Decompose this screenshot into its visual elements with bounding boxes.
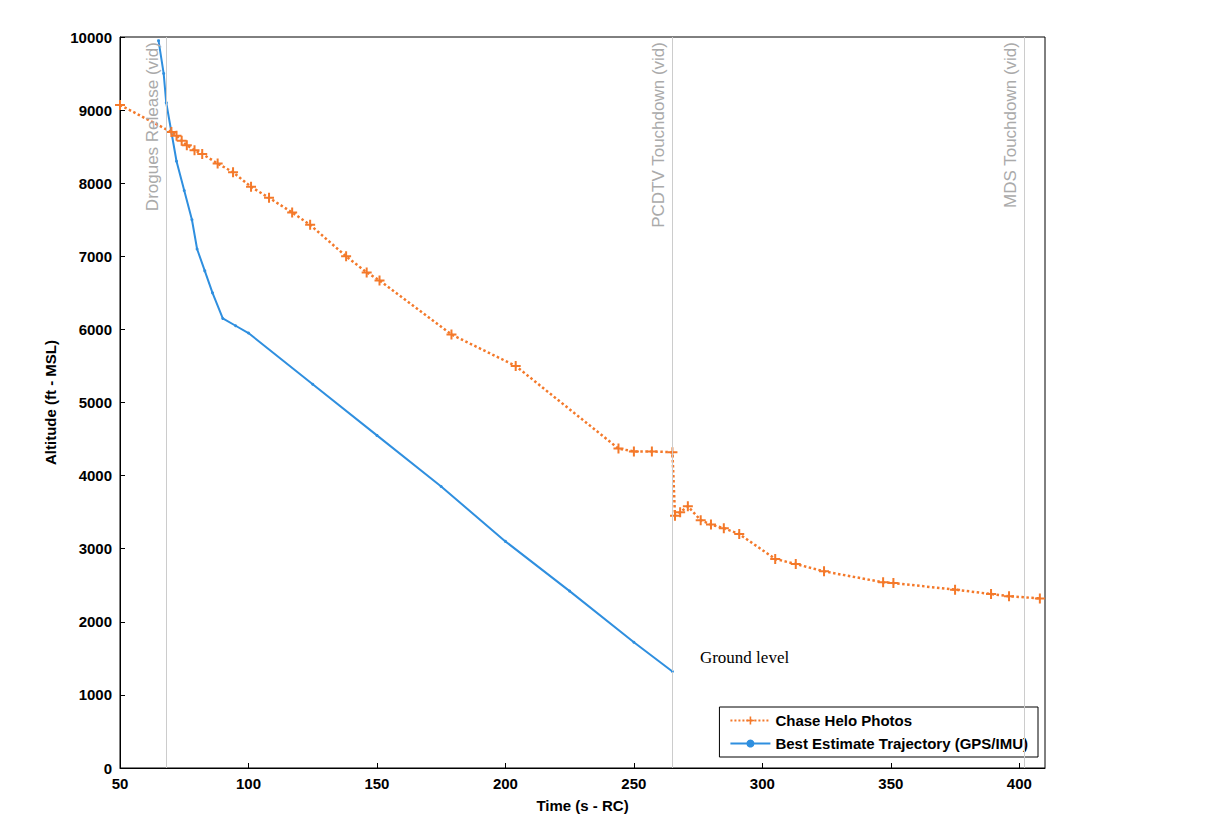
svg-text:PCDTV Touchdown (vid): PCDTV Touchdown (vid) <box>649 42 668 228</box>
svg-text:5000: 5000 <box>79 394 112 411</box>
svg-text:Altitude (ft - MSL): Altitude (ft - MSL) <box>42 340 59 465</box>
svg-text:8000: 8000 <box>79 175 112 192</box>
svg-text:Chase Helo Photos: Chase Helo Photos <box>775 712 912 729</box>
svg-text:50: 50 <box>112 775 129 792</box>
svg-text:350: 350 <box>878 775 903 792</box>
svg-text:250: 250 <box>621 775 646 792</box>
svg-text:6000: 6000 <box>79 321 112 338</box>
svg-text:9000: 9000 <box>79 102 112 119</box>
svg-text:Drogues Release (vid): Drogues Release (vid) <box>143 42 162 211</box>
svg-text:Time (s - RC): Time (s - RC) <box>536 797 628 814</box>
svg-text:150: 150 <box>364 775 389 792</box>
svg-text:200: 200 <box>493 775 518 792</box>
svg-text:400: 400 <box>1007 775 1032 792</box>
svg-text:10000: 10000 <box>70 29 112 46</box>
svg-text:4000: 4000 <box>79 467 112 484</box>
svg-text:7000: 7000 <box>79 248 112 265</box>
svg-text:3000: 3000 <box>79 540 112 557</box>
svg-text:Best Estimate Trajectory (GPS/: Best Estimate Trajectory (GPS/IMU) <box>775 735 1028 752</box>
svg-text:100: 100 <box>236 775 261 792</box>
svg-text:Ground level: Ground level <box>700 648 790 667</box>
svg-text:MDS Touchdown (vid): MDS Touchdown (vid) <box>1001 42 1020 208</box>
svg-text:2000: 2000 <box>79 613 112 630</box>
svg-text:0: 0 <box>104 760 112 777</box>
svg-text:300: 300 <box>750 775 775 792</box>
svg-text:1000: 1000 <box>79 686 112 703</box>
